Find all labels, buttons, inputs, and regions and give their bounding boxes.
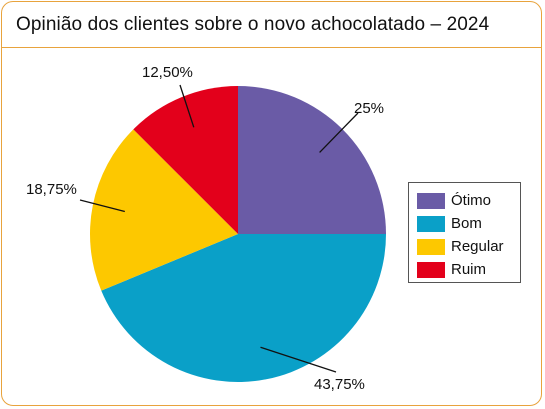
pie-slice-bom	[101, 234, 387, 382]
legend: Ótimo Bom Regular Ruim	[408, 182, 521, 283]
legend-item-bom: Bom	[417, 212, 520, 235]
percent-labels: 25% 43,75% 18,75% 12,50%	[26, 64, 384, 393]
percent-label-bom: 43,75%	[314, 376, 365, 393]
percent-label-otimo: 25%	[354, 100, 384, 117]
pie-slice-regular	[90, 129, 238, 291]
pie-slices	[90, 86, 387, 382]
leader-line-ruim	[179, 84, 195, 128]
legend-label-bom: Bom	[451, 215, 482, 232]
legend-label-ruim: Ruim	[451, 261, 487, 278]
legend-swatch-bom	[417, 215, 445, 232]
legend-swatch-regular	[417, 238, 445, 255]
legend-item-otimo: Ótimo	[417, 189, 520, 212]
leader-line-otimo	[319, 112, 359, 153]
legend-item-regular: Regular	[417, 235, 520, 258]
legend-swatch-ruim	[417, 261, 445, 278]
chart-title: Opinião dos clientes sobre o novo achoco…	[16, 13, 490, 35]
leader-line-regular	[79, 199, 125, 213]
percent-label-ruim: 12,50%	[142, 64, 193, 81]
legend-swatch-otimo	[417, 192, 445, 209]
leader-line-bom	[260, 346, 337, 373]
legend-label-regular: Regular	[451, 238, 504, 255]
chart-header: Opinião dos clientes sobre o novo achoco…	[2, 2, 541, 48]
pie-slice-ruim	[133, 86, 238, 234]
percent-label-regular: 18,75%	[26, 181, 77, 198]
leader-lines	[79, 84, 359, 373]
legend-label-otimo: Ótimo	[451, 192, 492, 209]
legend-item-ruim: Ruim	[417, 258, 520, 281]
pie-slice-otimo	[238, 86, 386, 234]
